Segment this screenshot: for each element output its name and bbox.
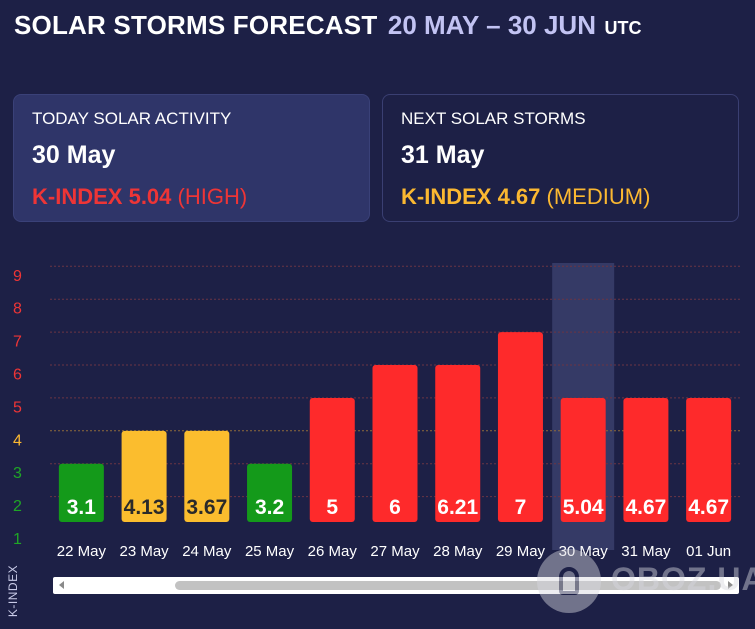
next-storms-card: NEXT SOLAR STORMS 31 May K-INDEX 4.67 (M…	[382, 94, 739, 222]
x-tick-label: 28 May	[433, 543, 483, 560]
x-tick-label: 30 May	[559, 543, 609, 560]
y-tick-label: 6	[13, 367, 22, 384]
y-axis-label: K-INDEX	[2, 560, 24, 622]
kindex-bar-chart: 1 2 3 4 5 6 7 8 9 3.1 22 May 4.13 23 May 3.67 24 May 3.…	[13, 263, 740, 560]
bar-data-label: 5	[326, 496, 338, 519]
title-timezone: UTC	[604, 18, 642, 38]
today-kindex-label: K-INDEX	[32, 184, 123, 209]
y-tick-label: 9	[13, 268, 22, 285]
x-tick-label: 31 May	[621, 543, 671, 560]
scrollbar-thumb[interactable]	[175, 581, 721, 590]
y-tick-label: 5	[13, 399, 22, 416]
bar	[435, 365, 481, 522]
bar	[560, 397, 606, 522]
bar-data-label: 3.1	[67, 496, 97, 519]
oboz-watermark: OBOZ.UA	[537, 545, 755, 617]
bar-data-label: 5.04	[563, 496, 604, 519]
x-tick-label: 25 May	[245, 543, 295, 560]
bar	[372, 365, 418, 522]
bar	[686, 397, 732, 522]
y-axis-label-text: K-INDEX	[6, 564, 20, 618]
next-kindex: K-INDEX 4.67 (MEDIUM)	[401, 184, 720, 210]
bar-data-label: 3.2	[255, 496, 284, 519]
x-tick-label: 01 Jun	[686, 543, 731, 560]
bar-data-label: 4.13	[124, 496, 165, 519]
x-tick-label: 24 May	[182, 543, 232, 560]
bar	[623, 397, 669, 522]
x-tick-label: 23 May	[119, 543, 169, 560]
bar	[247, 463, 293, 522]
x-tick-label: 27 May	[370, 543, 420, 560]
bar	[184, 430, 230, 522]
bar-data-label: 4.67	[625, 496, 666, 519]
bar	[497, 332, 543, 522]
today-card-date: 30 May	[32, 141, 116, 169]
y-tick-label: 4	[13, 432, 22, 449]
y-tick-label: 1	[13, 531, 22, 548]
next-kindex-value: 4.67	[497, 184, 541, 209]
x-tick-label: 22 May	[57, 543, 107, 560]
y-tick-label: 2	[13, 498, 22, 515]
title-main: SOLAR STORMS FORECAST	[14, 10, 378, 40]
next-card-date: 31 May	[401, 141, 485, 169]
bar-data-label: 7	[515, 496, 527, 519]
today-kindex-value: 5.04	[128, 184, 172, 209]
x-tick-label: 29 May	[496, 543, 546, 560]
watermark-text: OBOZ.UA	[611, 561, 755, 597]
today-kindex-level: (HIGH)	[177, 184, 248, 209]
y-tick-label: 7	[13, 334, 22, 351]
next-kindex-label: K-INDEX	[401, 184, 492, 209]
chart-title: SOLAR STORMS FORECAST 20 MAY – 30 JUN UT…	[14, 10, 641, 41]
y-tick-label: 3	[13, 465, 22, 482]
today-activity-card: TODAY SOLAR ACTIVITY 30 May K-INDEX 5.04…	[13, 94, 370, 222]
bar-data-label: 4.67	[688, 496, 729, 519]
left-arrow-icon[interactable]	[59, 581, 64, 589]
oboz-logo-icon	[537, 549, 601, 613]
x-tick-label: 26 May	[308, 543, 358, 560]
y-tick-label: 8	[13, 301, 22, 318]
today-card-label: TODAY SOLAR ACTIVITY	[32, 109, 232, 128]
bar-data-label: 6	[389, 496, 401, 519]
bar-data-label: 6.21	[437, 496, 478, 519]
next-kindex-level: (MEDIUM)	[546, 184, 651, 209]
bar	[121, 430, 167, 522]
next-card-label: NEXT SOLAR STORMS	[401, 109, 586, 128]
today-kindex: K-INDEX 5.04 (HIGH)	[32, 184, 351, 210]
bar-data-label: 3.67	[186, 496, 227, 519]
title-date-range: 20 MAY – 30 JUN	[387, 10, 596, 40]
bar	[309, 397, 355, 522]
right-arrow-icon[interactable]	[728, 581, 733, 589]
bar	[58, 463, 104, 522]
